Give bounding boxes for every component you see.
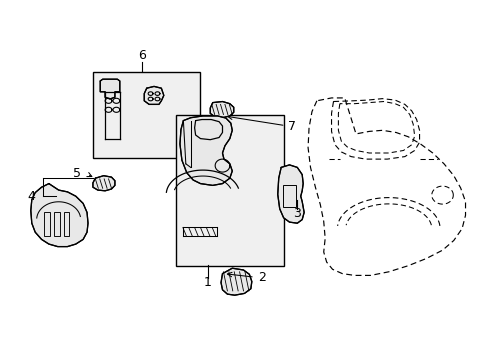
Text: 4: 4 <box>28 190 36 203</box>
Text: 6: 6 <box>138 49 145 62</box>
Text: 1: 1 <box>203 276 211 289</box>
Polygon shape <box>144 86 163 104</box>
Polygon shape <box>210 102 233 118</box>
Polygon shape <box>221 268 251 295</box>
Text: 5: 5 <box>73 167 81 180</box>
Text: 3: 3 <box>293 207 301 220</box>
Bar <box>54 212 60 236</box>
Polygon shape <box>180 116 232 185</box>
Polygon shape <box>31 184 88 247</box>
Polygon shape <box>93 176 115 191</box>
Bar <box>93 72 200 158</box>
Text: 7: 7 <box>227 115 296 133</box>
Polygon shape <box>100 79 120 99</box>
Polygon shape <box>277 165 304 223</box>
Bar <box>282 185 296 207</box>
Text: 2: 2 <box>227 271 265 284</box>
Bar <box>176 115 283 266</box>
Bar <box>44 212 50 236</box>
Bar <box>63 212 69 236</box>
